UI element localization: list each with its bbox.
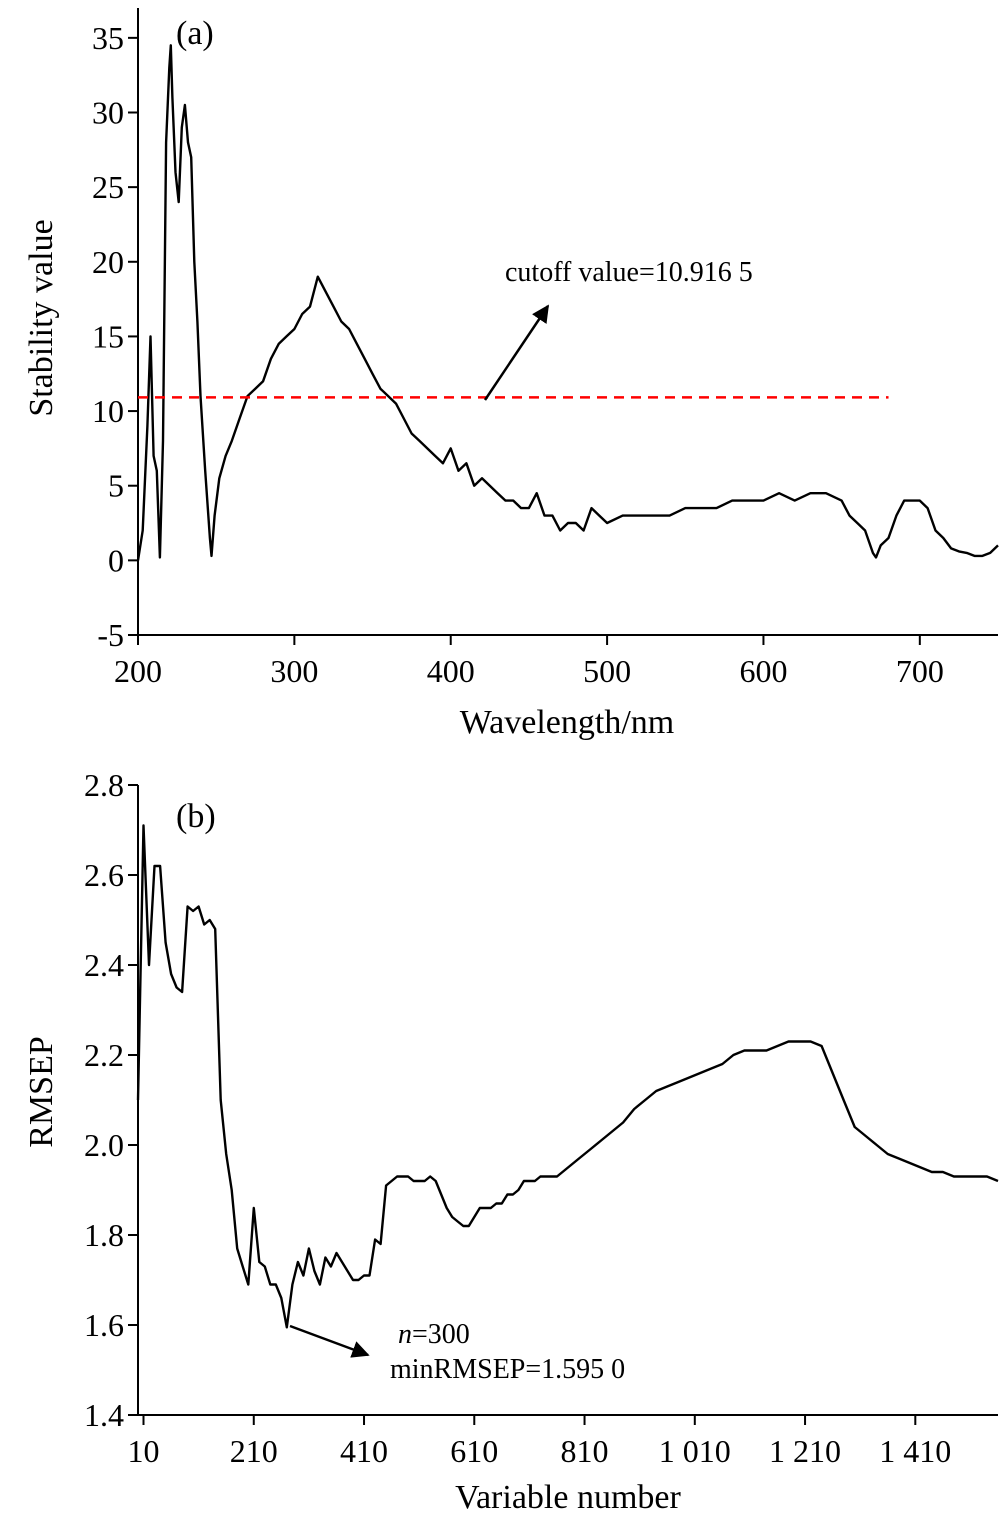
panel-b-x-tick-label: 210 bbox=[230, 1433, 278, 1469]
panel-b-x-tick-label: 1 410 bbox=[879, 1433, 951, 1469]
panel-a-y-tick-label: 25 bbox=[92, 169, 124, 205]
panel-a-x-tick-label: 700 bbox=[896, 653, 944, 689]
panel-a-y-tick-label: 5 bbox=[108, 468, 124, 504]
panel-b-y-tick-label: 2.8 bbox=[84, 767, 124, 803]
panel-b-x-tick-label: 410 bbox=[340, 1433, 388, 1469]
panel-a-cutoff-annotation: cutoff value=10.916 5 bbox=[505, 257, 753, 288]
panel-a-y-tick-label: 0 bbox=[108, 542, 124, 578]
panel-b-y-tick-label: 1.6 bbox=[84, 1307, 124, 1343]
panel-b-y-tick-label: 2.2 bbox=[84, 1037, 124, 1073]
panel-b-x-tick-label: 10 bbox=[128, 1433, 160, 1469]
panel-a-y-tick-label: 35 bbox=[92, 20, 124, 56]
panel-a-y-tick-label: 30 bbox=[92, 95, 124, 131]
panel-b-rmsep-line bbox=[136, 824, 999, 1329]
panel-a-y-axis-title: Stability value bbox=[23, 219, 60, 416]
panel-a-x-tick-label: 500 bbox=[583, 653, 631, 689]
panel-a-x-tick-label: 600 bbox=[739, 653, 787, 689]
panel-b-x-tick-label: 810 bbox=[561, 1433, 609, 1469]
panel-a-label: (a) bbox=[176, 15, 214, 52]
panel-b-min-annotation-line2: minRMSEP=1.595 0 bbox=[390, 1354, 625, 1385]
panel-b-y-tick-label: 2.0 bbox=[84, 1127, 124, 1163]
panel-b-x-tick-label: 610 bbox=[450, 1433, 498, 1469]
panel-b-label: (b) bbox=[176, 798, 216, 835]
panel-b-x-tick-label: 1 010 bbox=[659, 1433, 731, 1469]
panel-b: 10 210 410 610 810 1 010 1 210 1 410 1.4 1.6 1.8 2.… bbox=[23, 767, 999, 1516]
panel-b-n-symbol: n bbox=[398, 1319, 412, 1350]
panel-a-x-tick-label: 300 bbox=[270, 653, 318, 689]
panel-a-x-tick-label: 400 bbox=[427, 653, 475, 689]
panel-b-y-tick-label: 2.6 bbox=[84, 857, 124, 893]
panel-b-x-tick-label: 1 210 bbox=[769, 1433, 841, 1469]
panel-a-stability-line bbox=[136, 44, 999, 561]
panel-b-y-tick-label: 1.8 bbox=[84, 1217, 124, 1253]
panel-a-annotation-arrow bbox=[483, 304, 550, 401]
panel-b-y-axis-title: RMSEP bbox=[23, 1036, 60, 1148]
panel-b-n-value: =300 bbox=[412, 1319, 470, 1350]
panel-b-y-tick-label: 1.4 bbox=[84, 1397, 124, 1433]
panel-a-y-tick-label: -5 bbox=[97, 617, 124, 653]
panel-a-y-tick-label: 15 bbox=[92, 318, 124, 354]
panel-a: 200 300 400 500 600 700 -5 0 5 10 15 20 25 30 35 (a) c… bbox=[23, 8, 999, 741]
panel-b-annotation-arrow bbox=[289, 1324, 370, 1358]
panel-a-y-tick-label: 10 bbox=[92, 393, 124, 429]
panel-a-x-axis-title: Wavelength/nm bbox=[460, 704, 674, 741]
panel-a-ticks: 200 300 400 500 600 700 -5 0 5 10 15 20 25 30 35 bbox=[92, 20, 944, 689]
panel-b-min-annotation-line1: n=300 bbox=[398, 1319, 470, 1350]
panel-b-y-tick-label: 2.4 bbox=[84, 947, 124, 983]
panel-b-x-axis-title: Variable number bbox=[455, 1479, 681, 1516]
panel-a-y-tick-label: 20 bbox=[92, 244, 124, 280]
panel-b-ticks: 10 210 410 610 810 1 010 1 210 1 410 1.4 1.6 1.8 2.… bbox=[84, 767, 951, 1469]
panel-a-x-tick-label: 200 bbox=[114, 653, 162, 689]
